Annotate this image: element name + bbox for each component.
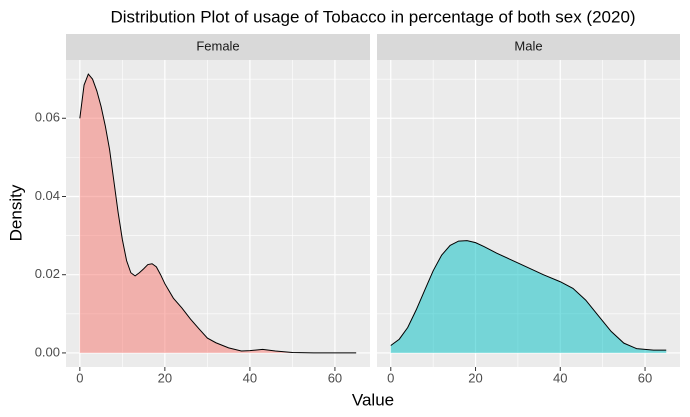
- strip-label: Female: [196, 38, 239, 53]
- density-area: [79, 74, 357, 353]
- x-tick-label: 40: [553, 370, 567, 385]
- density-line: [79, 73, 357, 354]
- chart-title: Distribution Plot of usage of Tobacco in…: [110, 7, 635, 26]
- y-tick-label: 0.02: [35, 266, 60, 281]
- x-tick-label: 60: [328, 370, 342, 385]
- strip-background: [66, 34, 370, 60]
- density-line: [390, 240, 667, 351]
- density-area: [390, 240, 667, 353]
- x-tick-label: 60: [638, 370, 652, 385]
- y-tick-label: 0.00: [35, 344, 60, 359]
- x-tick-label: 20: [158, 370, 172, 385]
- y-axis-label: Density: [6, 184, 25, 241]
- strip-label: Male: [514, 38, 542, 53]
- x-tick-label: 40: [243, 370, 257, 385]
- x-axis-label: Value: [352, 390, 394, 409]
- x-tick-label: 20: [468, 370, 482, 385]
- x-tick-label: 0: [387, 370, 394, 385]
- y-tick-label: 0.06: [35, 110, 60, 125]
- x-tick-label: 0: [76, 370, 83, 385]
- strip-background: [377, 34, 680, 60]
- y-tick-label: 0.04: [35, 188, 60, 203]
